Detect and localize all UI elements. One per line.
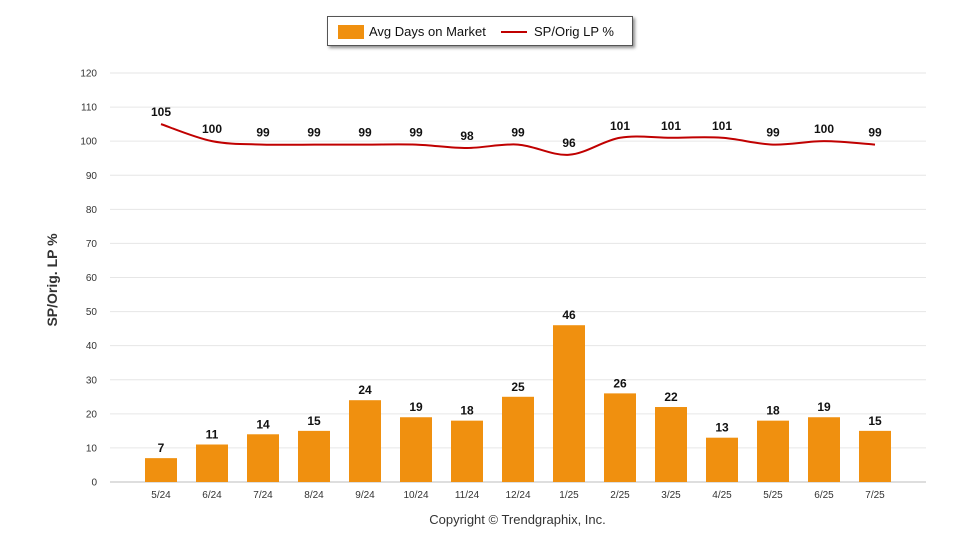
y-tick-label: 50 [86, 307, 98, 318]
bar [604, 393, 636, 482]
x-tick-label: 7/24 [253, 490, 273, 501]
y-tick-label: 70 [86, 239, 98, 250]
line-data-label: 101 [712, 119, 732, 133]
line-data-label: 105 [151, 105, 171, 119]
x-tick-label: 1/25 [559, 490, 579, 501]
x-tick-label: 11/24 [455, 490, 480, 501]
bar-data-label: 19 [817, 400, 831, 414]
bar-data-label: 18 [460, 404, 474, 418]
chart-legend: Avg Days on Market SP/Orig LP % [327, 16, 633, 46]
line-data-label: 99 [766, 126, 780, 140]
bar [859, 430, 891, 482]
line-data-label: 100 [202, 122, 222, 136]
line-data-label: 101 [610, 119, 630, 133]
x-tick-label: 9/24 [355, 490, 375, 501]
bar [349, 400, 381, 482]
bar-data-label: 7 [158, 441, 165, 455]
line-data-label: 96 [562, 136, 576, 150]
y-tick-label: 100 [80, 137, 97, 148]
bar-data-label: 22 [664, 390, 678, 404]
bar-data-label: 11 [206, 428, 219, 442]
bar [655, 407, 687, 482]
line-data-label: 99 [511, 126, 525, 140]
line-data-label: 99 [868, 126, 882, 140]
line-data-label: 98 [460, 129, 474, 143]
y-tick-label: 90 [86, 171, 98, 182]
bar [502, 396, 534, 482]
x-tick-label: 2/25 [610, 490, 630, 501]
bar [706, 437, 738, 482]
bar [757, 420, 789, 482]
y-tick-label: 80 [86, 205, 98, 216]
y-tick-label: 40 [86, 341, 98, 352]
bar-data-label: 15 [868, 414, 882, 428]
x-tick-label: 7/25 [865, 490, 885, 501]
line-series-sp-orig-lp [160, 123, 876, 156]
bar [553, 325, 585, 482]
bar [298, 430, 330, 482]
x-tick-label: 8/24 [304, 490, 324, 501]
bar-data-label: 15 [307, 414, 321, 428]
bar-data-label: 13 [715, 421, 729, 435]
y-tick-label: 110 [81, 103, 97, 114]
bar-data-label: 18 [766, 404, 780, 418]
bar-data-label: 46 [562, 308, 576, 322]
legend-swatch-sp-orig-lp [501, 31, 527, 33]
x-tick-label: 10/24 [403, 490, 428, 501]
bar-data-label: 14 [256, 417, 270, 431]
legend-label-sp-orig-lp: SP/Orig LP % [534, 24, 614, 39]
y-tick-label: 30 [86, 375, 98, 386]
bar [451, 420, 483, 482]
y-axis-label: SP/Orig. LP % [44, 233, 60, 327]
y-tick-label: 120 [80, 69, 97, 80]
x-tick-label: 12/24 [505, 490, 530, 501]
x-tick-label: 5/24 [151, 490, 171, 501]
bar [400, 417, 432, 482]
bar [808, 417, 840, 482]
bar-data-label: 25 [511, 380, 525, 394]
bar [145, 458, 177, 482]
x-tick-label: 3/25 [661, 490, 681, 501]
x-tick-label: 6/25 [814, 490, 834, 501]
x-tick-label: 6/24 [202, 490, 222, 501]
y-tick-label: 60 [86, 273, 98, 284]
y-tick-label: 20 [86, 409, 98, 420]
copyright-text: Copyright © Trendgraphix, Inc. [429, 512, 606, 527]
line-data-label: 99 [256, 126, 270, 140]
line-data-label: 99 [409, 126, 423, 140]
bar-data-label: 24 [358, 383, 372, 397]
line-data-label: 99 [307, 126, 321, 140]
line-data-label: 100 [814, 122, 834, 136]
x-tick-label: 5/25 [763, 490, 783, 501]
line-data-label: 99 [358, 126, 372, 140]
bar [247, 434, 279, 482]
y-tick-label: 0 [91, 478, 97, 489]
bar-data-label: 19 [409, 400, 423, 414]
legend-swatch-days-on-market [338, 25, 364, 39]
legend-label-days-on-market: Avg Days on Market [369, 24, 486, 39]
line-data-label: 101 [661, 119, 681, 133]
bar [196, 444, 228, 482]
y-tick-label: 10 [86, 443, 98, 454]
bar-data-label: 26 [613, 376, 627, 390]
x-tick-label: 4/25 [712, 490, 732, 501]
